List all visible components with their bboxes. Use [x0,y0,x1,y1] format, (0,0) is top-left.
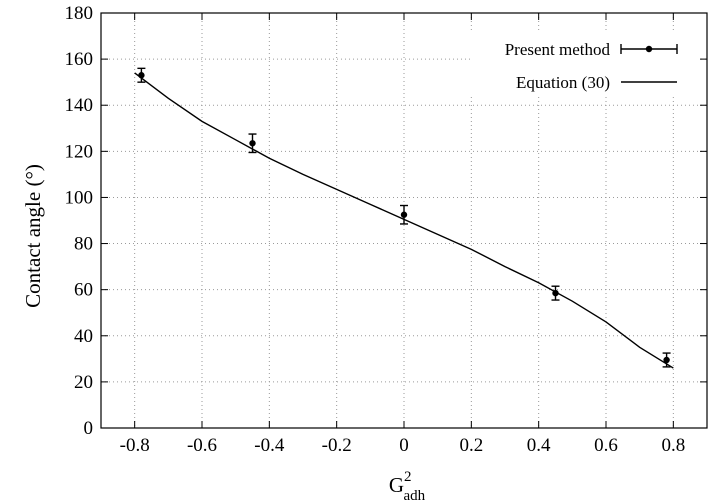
x-tick-label: -0.8 [120,435,150,456]
x-axis-title-subscript: adh [404,488,426,504]
x-tick-label: 0.6 [594,435,618,456]
x-tick-label: -0.2 [322,435,352,456]
y-tick-label: 80 [74,234,93,255]
legend-background [470,33,700,97]
x-tick-label: 0.2 [459,435,483,456]
y-tick-label: 60 [74,280,93,301]
y-axis-title: Contact angle (°) [21,164,45,308]
x-axis-title: G2 adh [389,469,426,504]
x-tick-label: 0 [399,435,409,456]
x-tick-label: -0.6 [187,435,217,456]
data-point [552,289,559,297]
y-tick-label: 100 [65,187,94,208]
plot-series [134,67,674,369]
x-tick-label: 0.4 [527,435,551,456]
y-tick-label: 160 [65,49,94,70]
x-tick-label: -0.4 [254,435,285,456]
legend-label-present-method: Present method [505,40,611,59]
legend-sample-point [645,45,653,53]
y-tick-label: 20 [74,372,93,393]
axis-titles: Contact angle (°) G2 adh [21,164,426,504]
data-point [138,72,145,79]
x-axis-title-superscript: 2 [404,469,412,485]
x-tick-label: 0.8 [661,435,685,456]
data-point [663,356,670,364]
axes: -0.8 -0.6 -0.4 -0.2 0 0.2 0.4 0.6 0.8 0 20 40 60 80 10… [65,3,708,456]
data-point [400,211,408,218]
y-tick-label: 40 [74,326,93,347]
x-axis-title-base: G [389,473,404,497]
data-point [249,140,256,147]
y-tick-label: 120 [65,141,94,162]
y-tick-label: 140 [65,95,94,116]
legend: Present method Equation (30) [470,33,700,97]
y-tick-label: 180 [65,3,94,24]
y-tick-label: 0 [84,418,94,439]
legend-label-equation-30: Equation (30) [516,73,610,92]
